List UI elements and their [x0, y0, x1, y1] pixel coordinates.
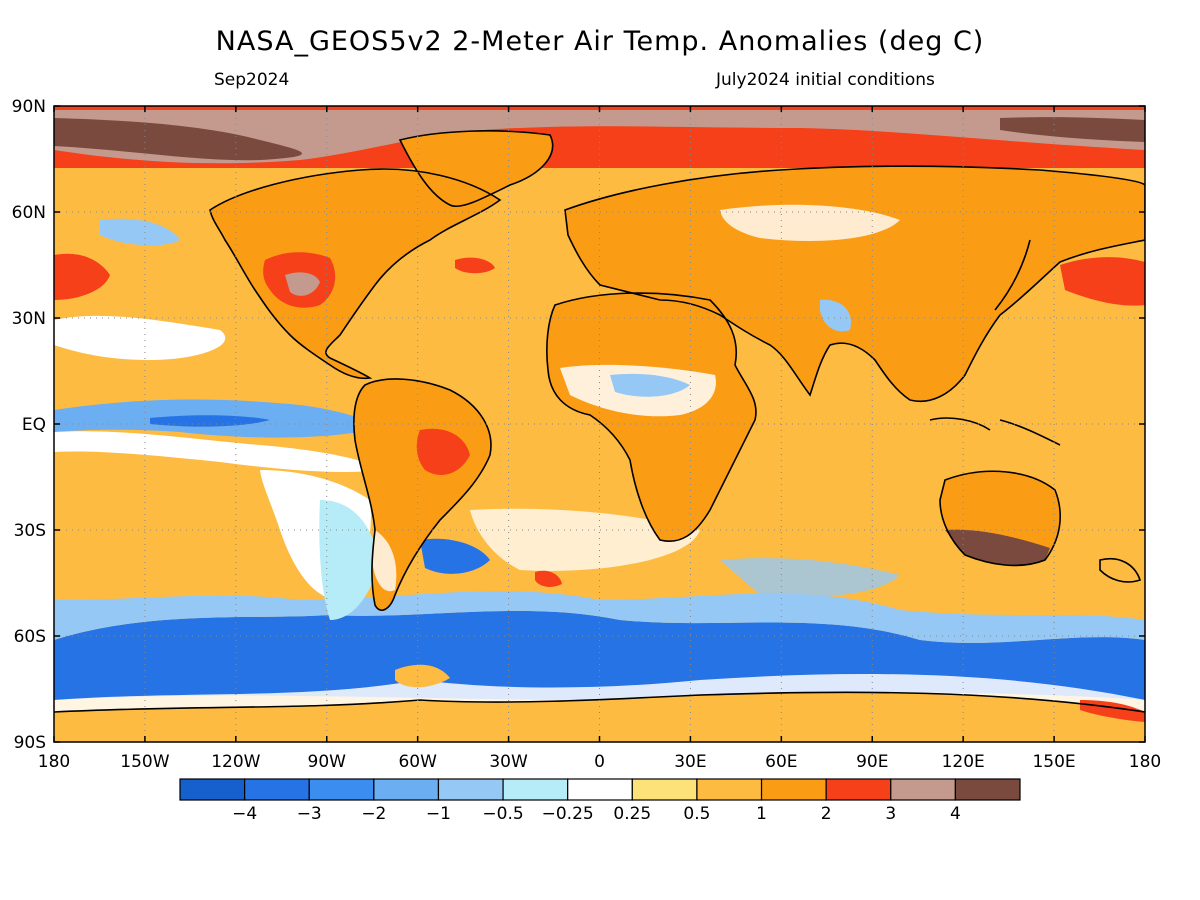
north-pacific-hot-east [1060, 257, 1145, 306]
colorbar [179, 778, 1021, 801]
lon-label: 30W [489, 752, 528, 772]
colorbar-labels: −4 −3 −2 −1 −0.5 −0.25 0.25 0.5 1 2 3 4 [232, 804, 961, 824]
colorbar-swatch [890, 778, 956, 801]
lon-label: 0 [594, 752, 605, 772]
lat-label: 60S [14, 627, 46, 647]
colorbar-swatch [954, 778, 1021, 801]
coast-new-zealand [1099, 558, 1142, 583]
colorbar-swatch [437, 778, 504, 801]
colorbar-label: 0.25 [613, 804, 651, 824]
latitude-labels: 90N 60N 30N EQ 30S 60S 90S [12, 97, 46, 753]
lon-label: 60E [765, 752, 797, 772]
lon-label: 60W [398, 752, 437, 772]
africa [546, 293, 756, 542]
lon-label: 120E [942, 752, 985, 772]
lon-label: 150E [1032, 752, 1075, 772]
coast-greenland [398, 130, 554, 208]
graticule [54, 106, 1145, 742]
lat-label: 60N [12, 203, 46, 223]
coast-eurasia [564, 165, 1145, 402]
colorbar-label: 0.5 [683, 804, 710, 824]
coastlines [54, 130, 1145, 713]
greenland [400, 130, 553, 207]
south-asia-cool [820, 299, 851, 332]
lat-label: 90S [14, 733, 46, 753]
south-atlantic-cold [420, 538, 490, 574]
colorbar-swatch [373, 778, 440, 801]
colorbar-label: 2 [821, 804, 832, 824]
north-pacific-hot-west [54, 253, 110, 300]
eurasia [565, 166, 1145, 402]
lon-label: 30E [674, 752, 706, 772]
colorbar-label: −0.5 [482, 804, 523, 824]
gulf-alaska-cool [100, 218, 180, 246]
antarctic-interior [54, 700, 1145, 742]
colorbar-swatch [760, 778, 827, 801]
longitude-labels: 180 150W 120W 90W 60W 30W 0 30E 60E 90E 120E 150E 18… [38, 752, 1161, 772]
siberia-neutral [720, 204, 900, 241]
axis-ticks [53, 105, 1146, 743]
lon-label: 180 [38, 752, 70, 772]
colorbar-swatch [308, 778, 375, 801]
south-atlantic-hot [535, 570, 562, 587]
lat-label: EQ [22, 415, 46, 435]
south-atlantic-neutral [470, 508, 700, 571]
antarctic-peninsula [395, 664, 450, 688]
lon-label: 90E [856, 752, 888, 772]
lat-label: 30N [12, 309, 46, 329]
south-america-hot [416, 428, 470, 475]
colorbar-label: −0.25 [542, 804, 594, 824]
southeast-pacific-cool [319, 500, 380, 620]
lon-label: 180 [1129, 752, 1161, 772]
arctic-very-hot [54, 110, 1145, 164]
colorbar-swatch [179, 778, 246, 801]
colorbar-swatch [631, 778, 698, 801]
colorbar-label: −3 [297, 804, 322, 824]
colorbar-label: 4 [950, 804, 961, 824]
australia-extreme-south [945, 529, 1050, 566]
northeast-pacific-neutral [54, 315, 226, 360]
pacific-neutral [54, 431, 380, 473]
lat-label: 30S [14, 521, 46, 541]
colorbar-swatch [696, 778, 763, 801]
colorbar-swatch [244, 778, 310, 801]
colorbar-label: 3 [885, 804, 896, 824]
sahel-cool [610, 373, 690, 397]
coast-africa [546, 292, 757, 542]
colorbar-swatch [825, 778, 892, 801]
lon-label: 90W [308, 752, 347, 772]
coast-south-america [353, 378, 492, 611]
colorbar-label: 1 [756, 804, 767, 824]
north-america-very-hot [285, 272, 320, 296]
lon-label: 120W [211, 752, 260, 772]
colorbar-swatch [567, 778, 633, 801]
antarctic-coast-neutral [54, 674, 1145, 712]
arctic-extreme-west [54, 118, 302, 161]
coast-antarctica [54, 691, 1145, 713]
chart-title: NASA_GEOS5v2 2-Meter Air Temp. Anomalies… [215, 26, 985, 57]
initial-conditions: July2024 initial conditions [716, 70, 935, 90]
colorbar-label: −2 [361, 804, 386, 824]
north-atlantic-hot [455, 257, 495, 274]
colorbar-swatch [502, 778, 569, 801]
indian-ocean-cool [720, 558, 900, 597]
forecast-month: Sep2024 [214, 70, 290, 90]
lat-label: 90N [12, 97, 46, 117]
patagonia-neutral [372, 530, 397, 592]
colorbar-label: −4 [232, 804, 257, 824]
lon-label: 150W [120, 752, 169, 772]
coast-australia [939, 470, 1061, 567]
coast-north-america [209, 168, 502, 380]
coast-japan [994, 239, 1031, 311]
colorbar-label: −1 [426, 804, 451, 824]
arctic-extreme-east [1000, 117, 1145, 142]
